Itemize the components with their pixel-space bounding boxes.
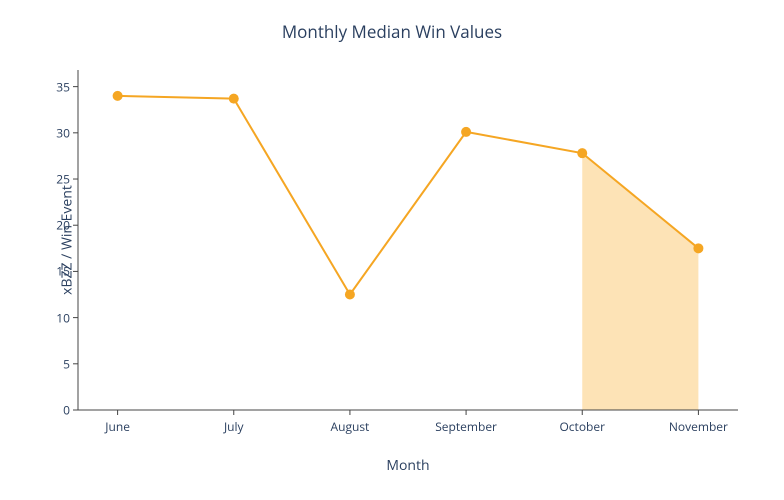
x-tick-label: October <box>559 418 605 435</box>
y-tick-label: 10 <box>30 309 70 326</box>
highlight-fill-region <box>582 153 698 410</box>
y-tick-label: 35 <box>30 78 70 95</box>
plot-area <box>78 70 738 410</box>
y-tick-label: 5 <box>30 355 70 372</box>
x-tick-label: September <box>435 418 497 435</box>
y-tick-label: 30 <box>30 124 70 141</box>
x-axis-title: Month <box>386 456 429 475</box>
y-tick-label: 15 <box>30 263 70 280</box>
x-tick-label: August <box>330 418 369 435</box>
chart-title: Monthly Median Win Values <box>0 20 784 43</box>
data-point-marker <box>577 148 587 158</box>
line-chart: Monthly Median Win Values xBZZ / Win Eve… <box>0 0 784 500</box>
data-point-marker <box>229 94 239 104</box>
data-point-marker <box>345 290 355 300</box>
data-point-marker <box>461 127 471 137</box>
data-point-marker <box>693 243 703 253</box>
y-tick-label: 0 <box>30 402 70 419</box>
x-tick-label: November <box>669 418 728 435</box>
y-tick-label: 20 <box>30 217 70 234</box>
data-point-marker <box>113 91 123 101</box>
x-tick-label: June <box>105 418 130 435</box>
y-tick-label: 25 <box>30 171 70 188</box>
x-tick-label: July <box>224 418 244 435</box>
